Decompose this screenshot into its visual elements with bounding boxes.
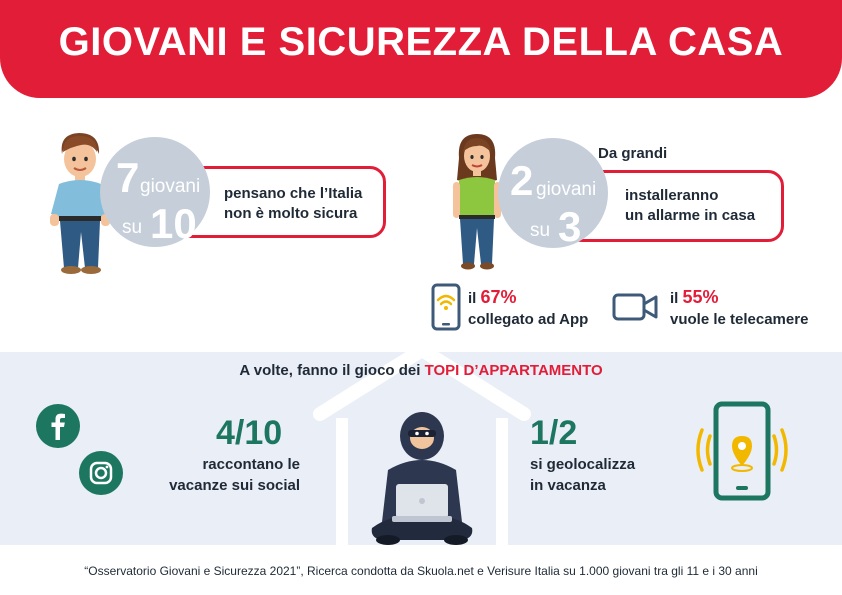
girl-illustration <box>453 134 501 270</box>
geo-line2: in vacanza <box>530 477 606 494</box>
phone-location-icon <box>696 401 788 501</box>
instagram-icon <box>79 451 123 495</box>
stat2-line2: un allarme in casa <box>625 207 756 224</box>
facebook-icon <box>36 404 80 448</box>
stat1-unit: giovani <box>140 176 201 197</box>
stat2-unit: giovani <box>536 179 597 200</box>
facebook-glyph <box>51 413 65 440</box>
social-fraction: 4/10 <box>216 414 283 452</box>
camera-stat-prefix: il <box>670 290 683 307</box>
source-note: “Osservatorio Giovani e Sicurezza 2021”,… <box>84 564 758 578</box>
video-camera-icon <box>612 293 658 321</box>
stat1-description: pensano che l’Italia non è molto sicura <box>224 184 362 224</box>
stat1-fraction-circle: 7 giovani su 10 <box>100 137 210 247</box>
page-title: GIOVANI E SICUREZZA DELLA CASA <box>58 20 784 64</box>
social-line1: raccontano le <box>202 456 300 473</box>
app-stat-prefix: il <box>468 290 481 307</box>
stat1-preposition: su <box>122 217 143 238</box>
stat2-description: installeranno un allarme in casa <box>625 186 755 226</box>
camera-stat: il 55% vuole le telecamere <box>670 287 808 330</box>
app-stat: il 67% collegato ad App <box>468 287 588 330</box>
stat2-line1: installeranno <box>625 187 719 204</box>
stat2-intro: Da grandi <box>598 145 668 162</box>
instagram-glyph <box>89 461 113 485</box>
header-banner: GIOVANI E SICUREZZA DELLA CASA <box>0 0 842 98</box>
camera-stat-text: vuole le telecamere <box>670 311 809 328</box>
app-stat-text: collegato ad App <box>468 311 589 328</box>
panel-heading-text: A volte, fanno il gioco dei <box>239 362 425 379</box>
stat2-fraction-circle: 2 giovani su 3 <box>498 138 608 248</box>
stat1-line1: pensano che l’Italia <box>224 185 363 202</box>
stat1-numerator: 7 <box>116 154 140 201</box>
house-outline-icon <box>313 343 531 546</box>
stat2-numerator: 2 <box>510 157 534 204</box>
geo-line1: si geolocalizza <box>530 456 636 473</box>
camera-stat-percent: 55% <box>682 287 719 307</box>
stat1-denominator: 10 <box>150 200 197 247</box>
thief-with-laptop-illustration <box>371 412 473 545</box>
stat2-denominator: 3 <box>558 203 582 250</box>
panel-heading: A volte, fanno il gioco dei TOPI D’APPAR… <box>0 362 842 379</box>
smartphone-wifi-icon <box>431 283 461 331</box>
geo-fraction: 1/2 <box>530 414 578 452</box>
geo-description: si geolocalizza in vacanza <box>530 454 635 496</box>
panel-heading-highlight: TOPI D’APPARTAMENTO <box>424 362 603 379</box>
stat2-preposition: su <box>530 220 551 241</box>
stat1-line2: non è molto sicura <box>224 205 358 222</box>
app-stat-percent: 67% <box>480 287 517 307</box>
social-description: raccontano le vacanze sui social <box>150 454 300 496</box>
social-line2: vacanze sui social <box>169 477 300 494</box>
